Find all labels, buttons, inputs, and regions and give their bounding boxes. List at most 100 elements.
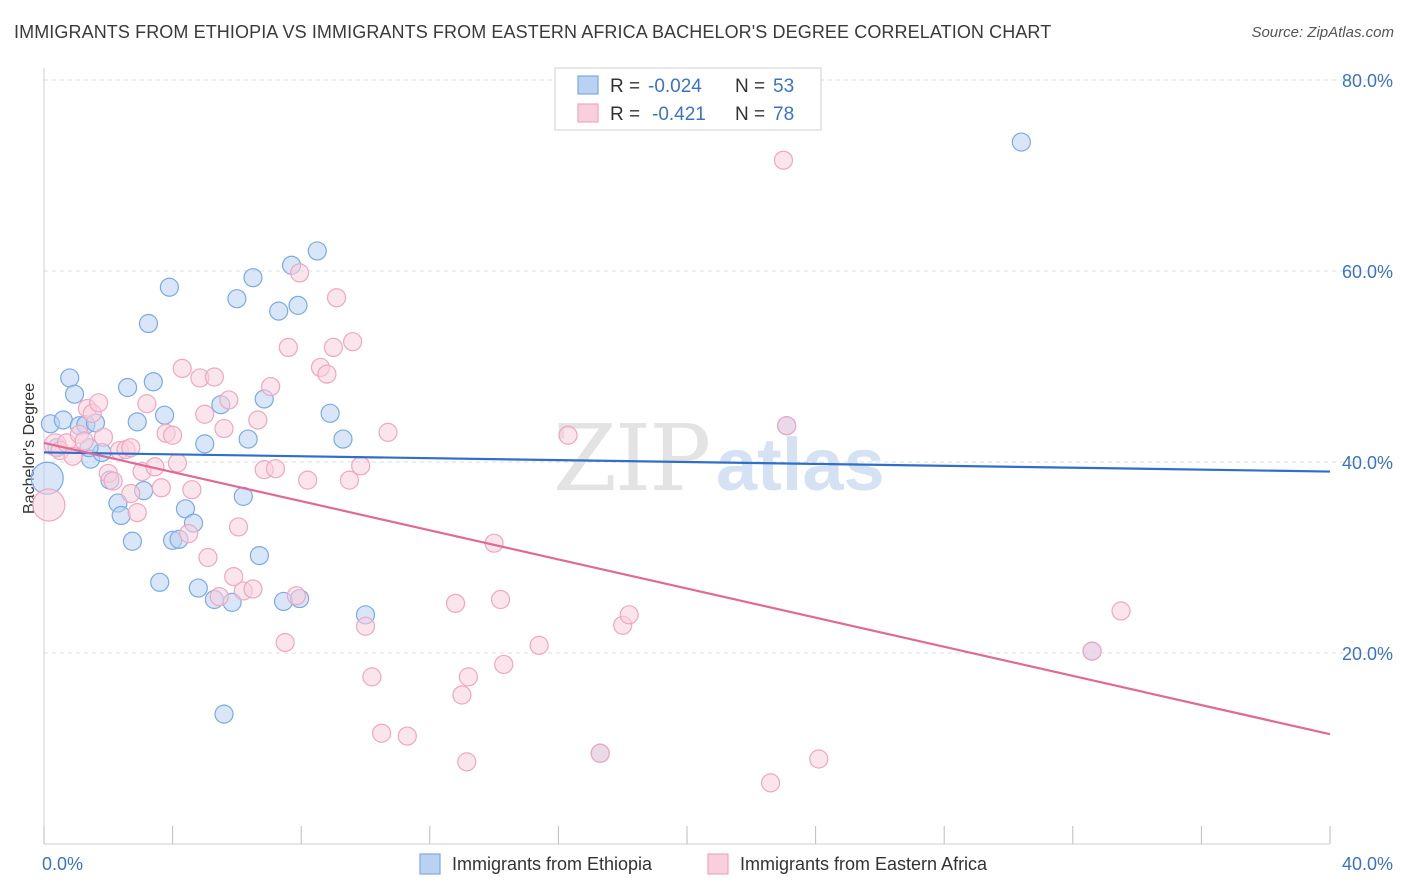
point-series0-5	[64, 384, 85, 404]
point-series1-23	[172, 358, 192, 379]
point-series1-40	[265, 459, 286, 479]
point-series1-37	[248, 410, 268, 430]
watermark: ZIP atlas	[553, 405, 885, 512]
point-series0-37	[249, 545, 270, 566]
point-series1-31	[214, 418, 234, 439]
point-series0-42	[288, 295, 308, 315]
point-series0-25	[175, 499, 196, 519]
point-series1-29	[204, 367, 224, 387]
stats-swatch-ethiopia	[577, 75, 599, 95]
point-series1-28	[198, 547, 218, 568]
legend-swatch-eastern-africa	[707, 853, 729, 875]
point-series1-49	[326, 288, 347, 308]
point-series1-45	[298, 470, 318, 490]
trend-line-series1	[43, 441, 1331, 736]
point-series1-48	[323, 337, 343, 357]
point-series1-57	[397, 726, 417, 746]
stats-n-value-2: 78	[773, 104, 794, 125]
y-tick-label-1: 40.0%	[1342, 453, 1393, 473]
point-series0-36	[243, 268, 263, 288]
stats-legend: R = -0.024 N = 53 R = -0.421 N = 78	[554, 67, 822, 131]
trend-lines	[43, 441, 1331, 736]
point-series0-28	[195, 434, 215, 454]
point-series1-69	[590, 743, 610, 763]
point-series1-44	[289, 263, 310, 283]
point-series1-64	[494, 654, 514, 675]
point-series0-4	[60, 368, 80, 388]
point-series1-21	[163, 425, 183, 445]
point-series1-58	[445, 593, 466, 613]
point-series1-54	[362, 667, 382, 687]
point-series1-9	[93, 427, 114, 447]
point-series0-18	[138, 313, 159, 334]
point-series1-25	[182, 480, 202, 500]
point-series1-42	[278, 337, 298, 357]
stats-r-label-2: R =	[610, 104, 640, 125]
stats-n-value-1: 53	[773, 76, 794, 97]
point-series0-31	[214, 704, 234, 724]
point-series1-52	[351, 456, 371, 476]
point-series1-55	[371, 723, 392, 743]
point-series1-70	[760, 773, 781, 793]
y-tick-labels: 20.0% 40.0% 60.0% 80.0%	[1342, 71, 1393, 664]
point-series1-77	[121, 438, 141, 458]
point-series1-0	[32, 488, 66, 522]
trend-line-series0	[43, 451, 1331, 473]
point-series1-39	[261, 376, 281, 397]
point-series1-11	[103, 471, 123, 491]
point-series1-66	[558, 425, 578, 445]
point-series0-15	[122, 531, 143, 551]
point-series1-47	[317, 364, 337, 384]
point-series1-50	[339, 470, 360, 490]
x-tick-label-0: 0.0%	[42, 854, 83, 874]
point-series0-3	[53, 410, 73, 430]
point-series1-15	[127, 503, 147, 523]
point-series0-14	[117, 377, 138, 398]
point-series0-46	[333, 429, 353, 449]
point-series1-33	[224, 566, 244, 587]
point-series0-19	[143, 372, 163, 392]
point-series1-30	[209, 587, 229, 607]
stats-box-frame	[554, 67, 822, 131]
axes	[43, 68, 1331, 845]
point-series1-8	[89, 393, 109, 413]
point-series1-74	[1082, 641, 1102, 661]
legend-label-ethiopia: Immigrants from Ethiopia	[452, 854, 653, 874]
point-series1-76	[74, 431, 94, 451]
point-series1-56	[378, 422, 398, 442]
point-series1-68	[619, 605, 639, 625]
point-series1-65	[529, 635, 549, 655]
point-series0-39	[269, 301, 289, 321]
point-series0-13	[111, 505, 131, 526]
source-credit: Source: ZipAtlas.com	[1251, 24, 1394, 41]
point-series1-53	[355, 616, 376, 636]
stats-r-label-1: R =	[610, 76, 640, 97]
point-series1-17	[137, 394, 157, 414]
point-series1-22	[167, 453, 188, 473]
point-series0-44	[307, 241, 327, 261]
stats-swatch-eastern-africa	[577, 103, 599, 123]
stats-n-label-2: N =	[735, 104, 765, 125]
point-series0-16	[127, 412, 147, 432]
x-tick-label-1: 40.0%	[1342, 854, 1393, 874]
x-tick-labels: 0.0% 40.0%	[42, 854, 1393, 874]
point-series0-50	[1011, 132, 1031, 152]
point-series1-59	[452, 685, 472, 705]
gridlines	[44, 79, 1392, 654]
point-series0-45	[320, 403, 340, 423]
point-series1-73	[809, 749, 829, 769]
stats-r-value-2: -0.421	[652, 104, 706, 125]
point-series1-24	[179, 524, 199, 544]
point-series0-27	[188, 578, 208, 598]
point-series1-63	[490, 589, 511, 610]
point-series1-61	[457, 752, 477, 772]
series-legend: Immigrants from Ethiopia Immigrants from…	[419, 853, 988, 875]
chart-title: IMMIGRANTS FROM ETHIOPIA VS IMMIGRANTS F…	[14, 22, 1052, 42]
point-series1-27	[195, 404, 215, 424]
legend-swatch-ethiopia	[419, 853, 441, 875]
point-series1-19	[151, 478, 171, 498]
point-series1-41	[275, 632, 295, 653]
point-series1-75	[1111, 601, 1131, 621]
legend-label-eastern-africa: Immigrants from Eastern Africa	[740, 854, 988, 874]
point-series1-14	[121, 483, 141, 504]
